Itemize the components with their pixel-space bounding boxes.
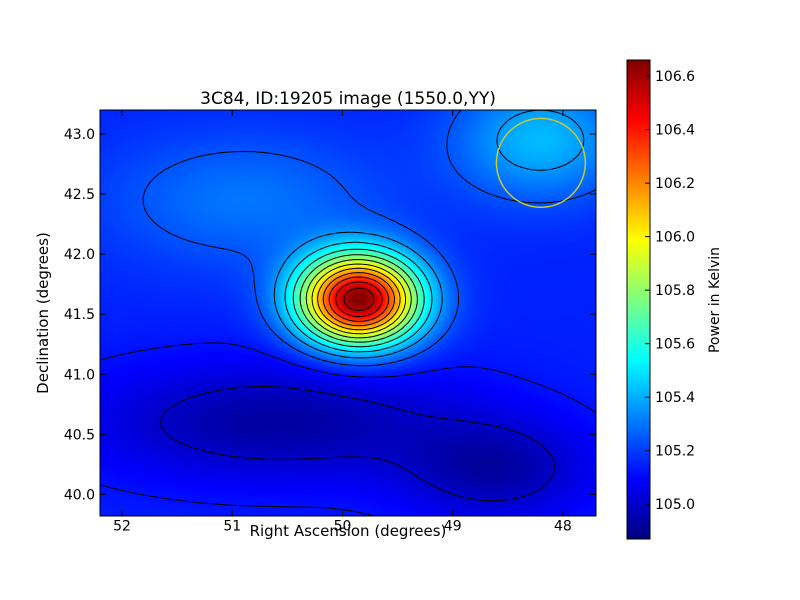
y-tick-label: 42.5 [64,187,95,203]
colorbar-tick-label: 106.2 [655,176,695,192]
contour-line [142,110,596,367]
x-tick-label: 48 [554,519,572,535]
y-tick-label: 41.0 [64,367,95,383]
chart-title: 3C84, ID:19205 image (1550.0,YY) [200,89,496,109]
heatmap-area [100,110,596,516]
beam-circle [495,117,587,209]
colorbar-tick-label: 106.4 [655,123,695,139]
heatmap-image [100,110,596,516]
x-axis: 52 51 50 49 48 [113,110,572,535]
x-tick-label: 49 [444,519,462,535]
y-tick-label: 43.0 [64,127,95,143]
colorbar-tick-label: 106.6 [655,69,695,85]
contour-line [160,386,555,502]
contour-lines [100,110,596,516]
contour-line [311,263,407,335]
contour-line [343,287,375,311]
colorbar-tick-label: 106.0 [655,230,695,246]
colorbar-tick-label: 105.0 [655,497,695,513]
colorbar-axis: 105.0 105.2 105.4 105.6 105.8 106.0 106.2 106.4… [645,69,695,513]
y-axis: 40.0 40.5 41.0 41.5 42.0 42.5 43.0 [64,127,596,503]
plot-frame [99,109,597,517]
x-tick-label: 50 [334,519,352,535]
y-tick-label: 40.0 [64,487,95,503]
x-tick-label: 52 [113,519,131,535]
contour-line [317,267,401,331]
y-tick-label: 41.5 [64,307,95,323]
x-axis-label: Right Ascension (degrees) [250,522,447,540]
contour-line [284,241,433,353]
colorbar-tick-label: 105.6 [655,337,695,353]
contour-line [335,281,383,318]
colorbar-tick-label: 105.8 [655,283,695,299]
colorbar [626,59,651,540]
contour-line [292,248,425,348]
colorbar-tick-label: 105.4 [655,390,695,406]
contour-line [100,342,596,516]
contour-line [328,276,390,322]
colorbar-label: Power in Kelvin [707,247,723,353]
contour-line [273,110,585,359]
colorbar-tick-label: 105.2 [655,444,695,460]
contour-line [299,254,418,343]
y-axis-label: Declination (degrees) [34,232,52,394]
contour-line [322,272,395,327]
y-tick-label: 40.5 [64,427,95,443]
y-tick-label: 42.0 [64,247,95,263]
contour-line [305,259,412,339]
x-tick-label: 51 [223,519,241,535]
